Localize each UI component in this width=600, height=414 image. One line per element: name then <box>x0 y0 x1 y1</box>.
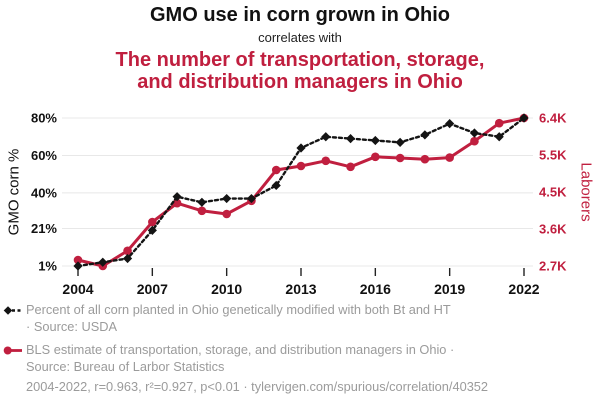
correlate-title-line1: The number of transportation, storage, <box>115 49 485 71</box>
right-y-tick-label: 2.7K <box>539 259 567 274</box>
left-y-tick-label: 60% <box>31 148 57 163</box>
data-point-diamond <box>519 113 529 123</box>
data-point-diamond <box>445 119 455 129</box>
right-y-tick-label: 3.6K <box>539 222 567 237</box>
data-point-circle <box>470 136 479 146</box>
data-point-circle <box>172 198 182 208</box>
correlate-title-line2: and distribution managers in Ohio <box>137 71 463 93</box>
x-tick-label: 2004 <box>62 281 93 297</box>
data-point-diamond <box>122 253 133 264</box>
data-point-circle <box>321 156 331 166</box>
data-point-diamond <box>370 135 380 146</box>
legend-laborers-line1: BLS estimate of transportation, storage,… <box>26 342 455 357</box>
red-circle-solid-icon <box>3 346 22 355</box>
right-y-tick-label: 4.5K <box>539 185 567 200</box>
data-point-circle <box>148 217 157 227</box>
data-point-circle <box>445 153 454 162</box>
chart-header: GMO use in corn grown in Ohio correlates… <box>0 3 600 93</box>
data-point-diamond <box>494 132 504 142</box>
chart-title: GMO use in corn grown in Ohio <box>150 4 450 26</box>
right-y-tick-label: 6.4K <box>539 111 567 126</box>
data-point-circle <box>73 255 83 265</box>
stats-footer: 2004-2022, r=0.963, r²=0.927, p<0.01 · t… <box>26 379 489 394</box>
correlate-title: The number of transportation, storage, a… <box>0 49 600 93</box>
left-y-tick-label: 80% <box>31 111 57 126</box>
legend-gmo-line2: · Source: USDA <box>26 319 118 334</box>
data-point-circle <box>222 209 231 219</box>
x-tick-label: 2022 <box>508 281 539 297</box>
data-point-diamond <box>222 193 232 204</box>
data-point-diamond <box>469 128 480 138</box>
data-point-diamond <box>321 132 331 142</box>
legend-gmo-line1: Percent of all corn planted in Ohio gene… <box>26 302 451 317</box>
data-point-circle <box>296 161 306 171</box>
data-point-circle <box>197 206 207 216</box>
data-point-diamond <box>246 193 257 204</box>
legend-text-laborers: BLS estimate of transportation, storage,… <box>26 341 454 375</box>
data-point-diamond <box>345 134 356 144</box>
series-line-laborers <box>76 116 526 268</box>
left-y-tick-label: 21% <box>31 221 57 236</box>
legend-item-gmo: Percent of all corn planted in Ohio gene… <box>3 301 588 335</box>
data-point-diamond <box>172 192 182 202</box>
left-y-tick-label: 40% <box>31 185 57 200</box>
black-diamond-dashed-icon <box>3 306 22 315</box>
correlates-with-label: correlates with <box>258 30 342 45</box>
left-axis-title: GMO corn % <box>5 148 23 236</box>
right-axis-title: Laborers <box>577 162 595 222</box>
legend-text-gmo: Percent of all corn planted in Ohio gene… <box>26 301 451 335</box>
data-point-diamond <box>296 143 306 153</box>
data-point-diamond <box>420 130 430 140</box>
data-point-diamond <box>271 180 281 191</box>
data-point-diamond <box>197 197 207 207</box>
data-point-diamond <box>98 257 108 267</box>
data-point-circle <box>494 118 504 128</box>
legend-laborers-line2: Source: Bureau of Larbor Statistics <box>26 359 225 374</box>
data-point-circle <box>271 165 281 175</box>
data-point-circle <box>346 162 355 172</box>
x-tick-label: 2010 <box>211 281 242 297</box>
data-point-circle <box>371 152 380 162</box>
data-point-circle <box>123 246 132 256</box>
data-point-diamond <box>395 137 405 147</box>
x-tick-label: 2013 <box>285 281 316 297</box>
x-tick-label: 2016 <box>360 281 391 297</box>
series-line-gmo <box>76 116 526 268</box>
data-point-circle <box>420 154 430 164</box>
right-y-tick-label: 5.5K <box>539 148 567 163</box>
x-tick-label: 2019 <box>434 281 465 297</box>
data-point-diamond <box>147 225 157 236</box>
chart-legend: Percent of all corn planted in Ohio gene… <box>3 301 588 381</box>
left-y-tick-label: 1% <box>38 259 57 274</box>
data-point-diamond <box>73 261 83 271</box>
legend-item-laborers: BLS estimate of transportation, storage,… <box>3 341 588 375</box>
data-point-circle <box>395 153 405 163</box>
x-tick-label: 2007 <box>137 281 168 297</box>
